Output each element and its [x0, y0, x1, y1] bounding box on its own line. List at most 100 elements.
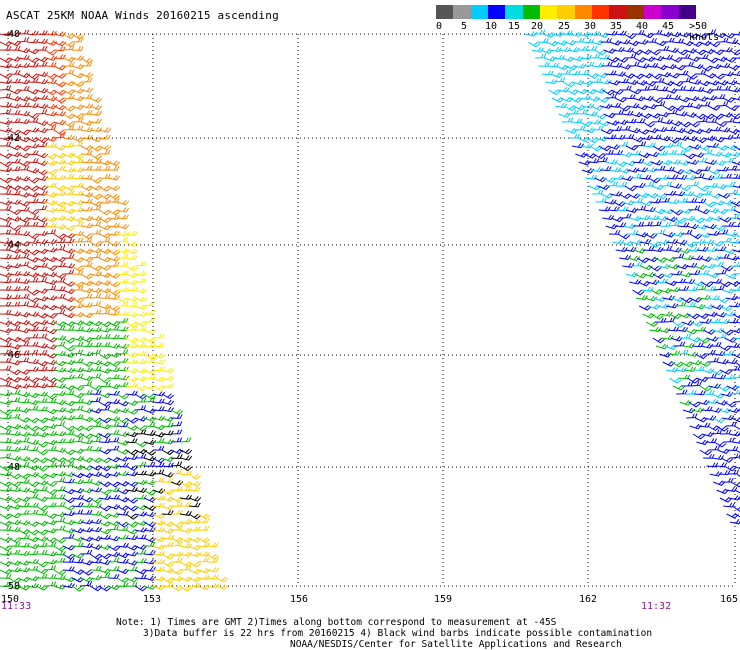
wind-barb [152, 385, 166, 392]
wind-barb [125, 471, 139, 477]
wind-barb [125, 390, 138, 396]
wind-barb [161, 541, 174, 547]
colorbar-labels: 0 5 10 15 20 25 30 35 40 45 >50 knots [436, 21, 740, 43]
wind-barb [80, 439, 94, 445]
wind-barb [17, 111, 31, 117]
wind-barb [640, 200, 653, 207]
wind-barb [567, 109, 579, 115]
wind-barb [98, 134, 111, 140]
wind-barb [62, 89, 76, 96]
wind-barb [107, 294, 120, 300]
wind-barb [639, 174, 652, 180]
wind-barb [678, 374, 691, 380]
wind-barb [17, 509, 30, 515]
wind-barb [188, 537, 202, 543]
wind-barb [699, 385, 712, 392]
wind-barb [658, 71, 671, 78]
wind-barb [71, 46, 84, 51]
wind-barb [152, 526, 165, 533]
wind-barb [17, 241, 31, 247]
wind-barb [17, 576, 31, 583]
wind-barb [675, 239, 688, 246]
wind-barb [642, 121, 656, 128]
wind-barb [35, 45, 48, 51]
wind-barb [642, 56, 656, 62]
wind-barb [53, 159, 67, 165]
wind-barb [89, 510, 102, 516]
wind-barb [607, 144, 621, 150]
wind-barb [125, 521, 139, 528]
wind-barb [729, 49, 740, 56]
wind-barb [689, 296, 703, 303]
wind-barb [62, 582, 76, 589]
wind-barb [17, 431, 31, 437]
wind-barb [715, 462, 728, 468]
wind-barb [579, 121, 593, 127]
wind-barb [89, 464, 103, 471]
wind-barb [35, 205, 48, 211]
wind-barb [641, 32, 655, 39]
wind-barb [17, 221, 30, 227]
wind-barb [675, 174, 688, 180]
wind-barb [690, 255, 704, 261]
wind-barb [729, 365, 740, 371]
wind-barb [0, 414, 12, 420]
wind-barb [143, 430, 156, 436]
colorbar-swatch [436, 5, 454, 19]
wind-barb [116, 214, 129, 220]
wind-barb [107, 209, 121, 216]
wind-barb [713, 160, 726, 166]
wind-barb [600, 192, 614, 199]
wind-barb [197, 551, 211, 557]
wind-barb [690, 321, 704, 327]
wind-barb [667, 137, 680, 144]
wind-barb [44, 430, 57, 436]
wind-barb [44, 229, 57, 235]
wind-barb [71, 207, 85, 213]
wind-barb [736, 473, 740, 477]
wind-barb [617, 78, 629, 84]
wind-barb [44, 169, 58, 176]
wind-barb [0, 109, 12, 115]
wind-barb [179, 448, 193, 455]
wind-barb [721, 71, 734, 77]
wind-barb [531, 47, 544, 53]
wind-barb [8, 481, 22, 488]
wind-barb [628, 127, 641, 134]
wind-barb [648, 49, 661, 56]
wind-barb [98, 534, 111, 540]
wind-barb [98, 279, 112, 286]
wind-barb [620, 213, 632, 219]
wind-barb [35, 326, 48, 332]
wind-barb [618, 193, 632, 200]
wind-barb [125, 454, 138, 461]
wind-barb [701, 149, 713, 155]
wind-barb [657, 45, 670, 51]
wind-barb [569, 97, 583, 103]
wind-barb [44, 216, 58, 223]
wind-barb [98, 198, 111, 205]
wind-barb [714, 441, 727, 448]
wind-barb [716, 297, 729, 304]
wind-barb [8, 350, 21, 356]
wind-barb [53, 54, 66, 60]
wind-barb [143, 536, 157, 543]
wind-barb [161, 528, 175, 534]
wind-barb [62, 505, 76, 511]
wind-barb [62, 312, 76, 319]
wind-barb [666, 174, 679, 180]
wind-barb [80, 407, 94, 414]
wind-barb [714, 121, 728, 128]
wind-barb [649, 198, 662, 204]
wind-barb [62, 233, 76, 239]
wind-barb [720, 173, 732, 179]
wind-barb [107, 230, 120, 236]
wind-barb [161, 439, 175, 445]
wind-barb [134, 358, 148, 365]
wind-barb [717, 193, 731, 199]
wind-barb [89, 446, 102, 452]
wind-barb [44, 513, 58, 520]
wind-barb [8, 439, 22, 445]
wind-barb [8, 88, 22, 95]
wind-barb [720, 457, 734, 463]
